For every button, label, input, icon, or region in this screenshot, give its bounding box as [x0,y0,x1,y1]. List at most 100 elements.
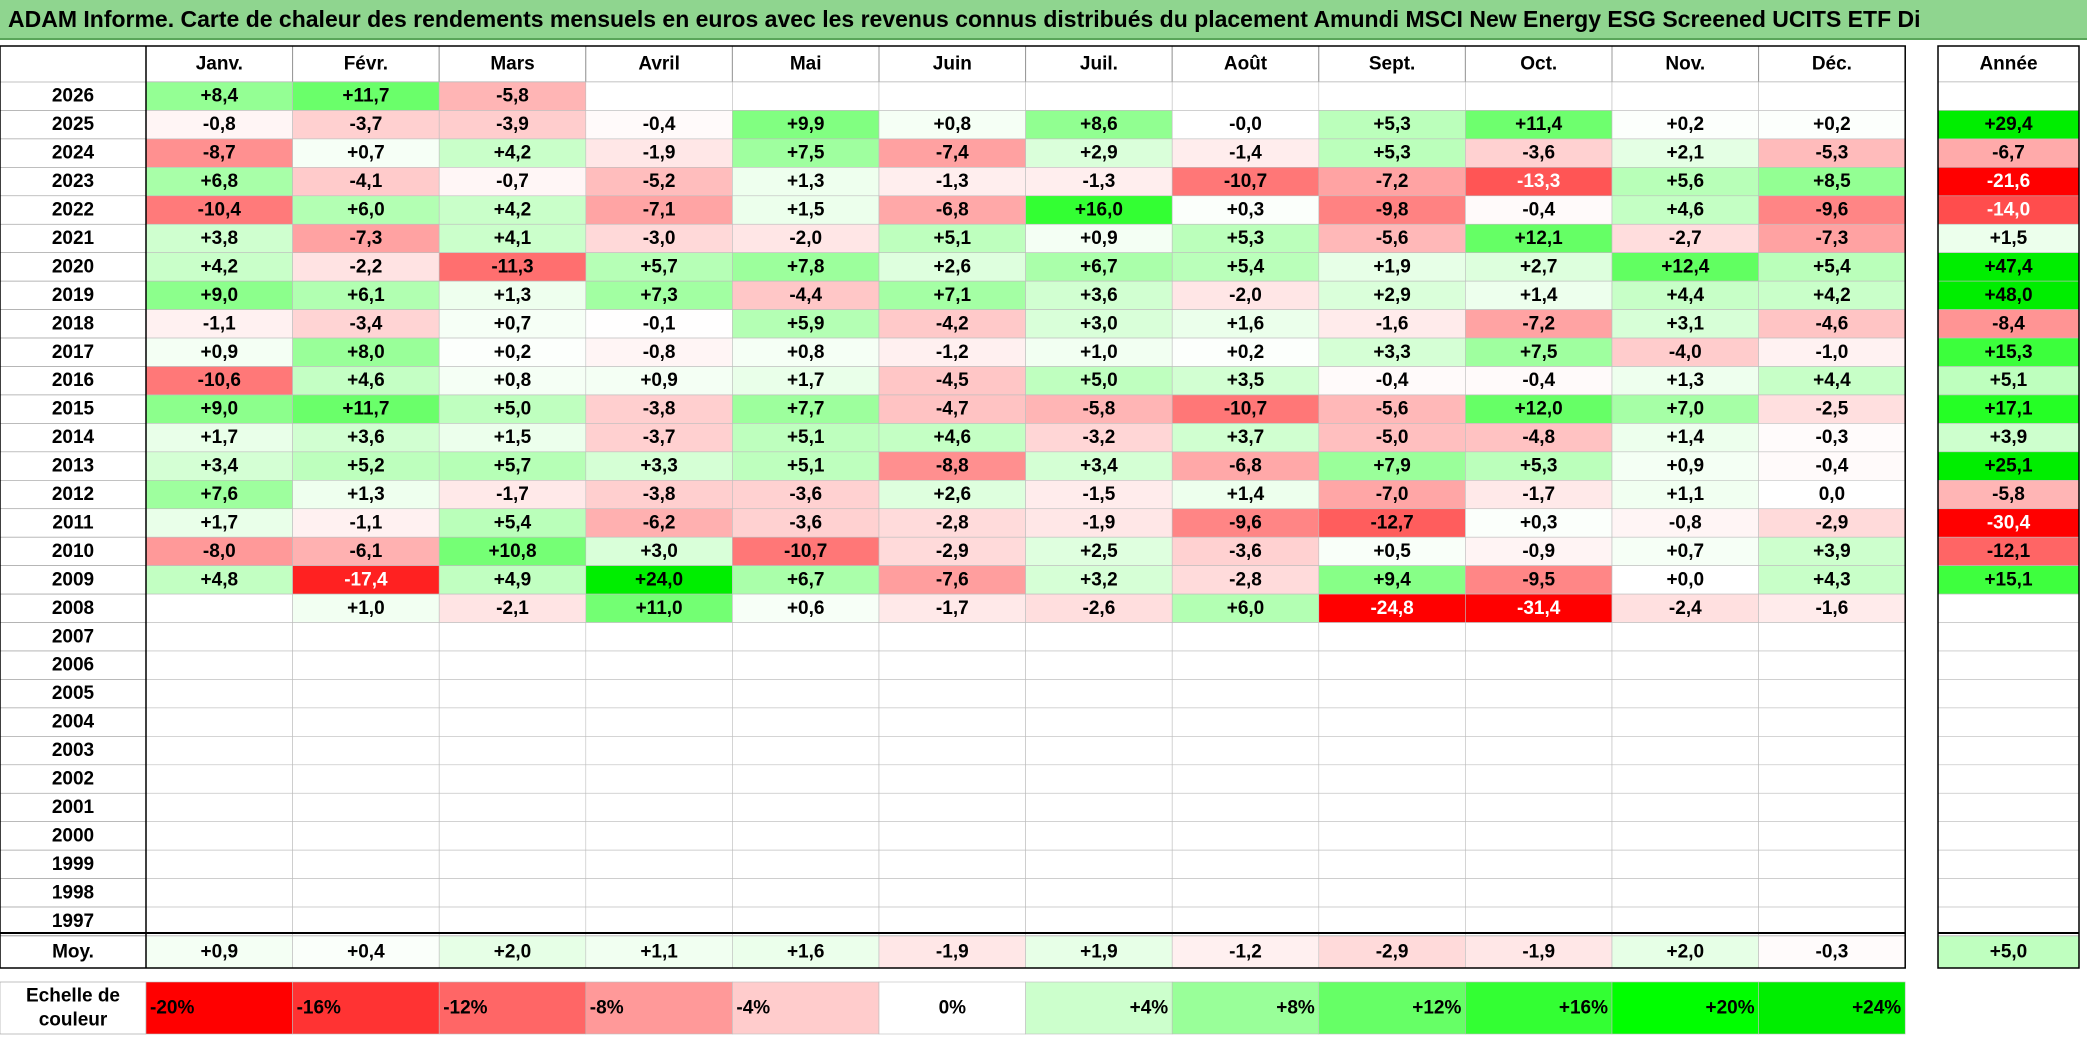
heatmap-cell [732,195,880,225]
heatmap-cell [438,764,587,794]
heatmap-cell [585,81,733,111]
heatmap-cell [1171,878,1320,908]
cell-value: +2,9 [1373,285,1411,306]
cell-value: -1,9 [643,143,676,164]
cell-value: -1,6 [1376,313,1409,334]
cell-value: +0,7 [347,143,385,164]
cell-value: -10,7 [784,541,827,562]
cell-value: -1,6 [1816,598,1849,619]
heatmap-cell [1611,622,1759,652]
cell-value: +2,5 [1080,541,1118,562]
average-cell [1025,935,1173,969]
cell-value: +1,7 [201,512,239,533]
cell-value: +4,1 [494,228,532,249]
cell-value: +6,0 [347,200,385,221]
heatmap-cell [1025,223,1173,254]
heatmap-cell [585,280,733,310]
cell-value: -4,4 [789,285,822,306]
average-value: -2,9 [1376,942,1409,963]
column-header-5: Mai [790,54,822,75]
year-cell [0,764,147,794]
heatmap-cell [1318,167,1466,197]
heatmap-cell [1611,849,1759,879]
heatmap-cell [145,394,293,424]
heatmap-cell [1171,280,1320,310]
heatmap-cell [1025,878,1173,908]
heatmap-cell [732,764,880,794]
cell-value: -0,4 [1522,200,1555,221]
cell-value: +0,7 [1667,541,1705,562]
cell-value: -6,8 [936,200,969,221]
year-label-2003: 2003 [52,740,94,761]
heatmap-cell [1318,821,1466,851]
annual-cell [1937,479,2080,510]
heatmap-cell [1611,81,1759,111]
heatmap-cell [1465,366,1613,396]
column-header-10: Oct. [1520,54,1557,75]
cell-value: +1,5 [494,427,532,448]
cell-value: +0,3 [1227,200,1265,221]
cell-value: +7,5 [1520,342,1558,363]
heatmap-cell [292,337,440,367]
cell-value: +0,2 [494,342,532,363]
heatmap-cell [1025,792,1173,823]
cell-value: +0,9 [1080,228,1118,249]
cell-value: -2,0 [1229,285,1262,306]
heatmap-cell [732,849,880,879]
heatmap-cell [292,138,440,168]
heatmap-cell [1025,736,1173,766]
year-cell [0,536,147,566]
heatmap-cell [585,195,733,225]
heatmap-cell [292,195,440,225]
annual-value: +17,1 [1984,399,2033,420]
cell-value: -7,6 [936,569,969,590]
cell-value: -7,1 [643,200,676,221]
heatmap-cell [585,878,733,908]
heatmap-cell [1611,792,1759,823]
cell-value: -0,8 [1669,512,1702,533]
heatmap-cell [145,906,293,936]
heatmap-cell [1465,81,1613,111]
heatmap-cell [438,252,587,282]
heatmap-cell [1318,593,1466,623]
heatmap-cell [1318,764,1466,794]
heatmap-cell [438,679,587,709]
cell-value: -3,6 [789,512,822,533]
column-header-9: Sept. [1369,54,1415,75]
heatmap-cell [1611,878,1759,908]
heatmap-cell [1318,792,1466,823]
heatmap-cell [732,622,880,652]
average-cell [732,935,880,969]
cell-value: +3,6 [347,427,385,448]
cell-value: +8,6 [1080,114,1118,135]
annual-value: -21,6 [1987,171,2030,192]
cell-value: +1,3 [494,285,532,306]
heatmap-cell [1025,451,1173,481]
year-label-2019: 2019 [52,285,94,306]
cell-value: +10,8 [488,541,536,562]
cell-value: +2,7 [1520,256,1558,277]
average-value: +0,9 [201,942,239,963]
cell-value: -17,4 [344,569,388,590]
scale-swatch [438,981,587,1035]
heatmap-cell [292,280,440,310]
cell-value: -0,8 [203,114,236,135]
cell-value: -10,4 [198,200,242,221]
cell-value: +4,4 [1667,285,1705,306]
scale-label: +16% [1559,998,1608,1019]
year-label-2001: 2001 [52,797,95,818]
heatmap-cell [585,906,733,936]
heatmap-cell [1025,565,1173,595]
average-cell [438,935,587,969]
heatmap-cell [1171,451,1320,481]
column-header-8: Août [1224,54,1268,75]
heatmap-cell [292,821,440,851]
heatmap-cell [438,81,587,111]
heatmap-cell [1465,423,1613,453]
cell-value: -0,9 [1522,541,1555,562]
year-label-2021: 2021 [52,228,95,249]
annual-cell [1937,536,2080,566]
cell-value: -0,1 [643,313,676,334]
heatmap-cell [878,906,1026,936]
column-header-2: Févr. [344,54,388,75]
